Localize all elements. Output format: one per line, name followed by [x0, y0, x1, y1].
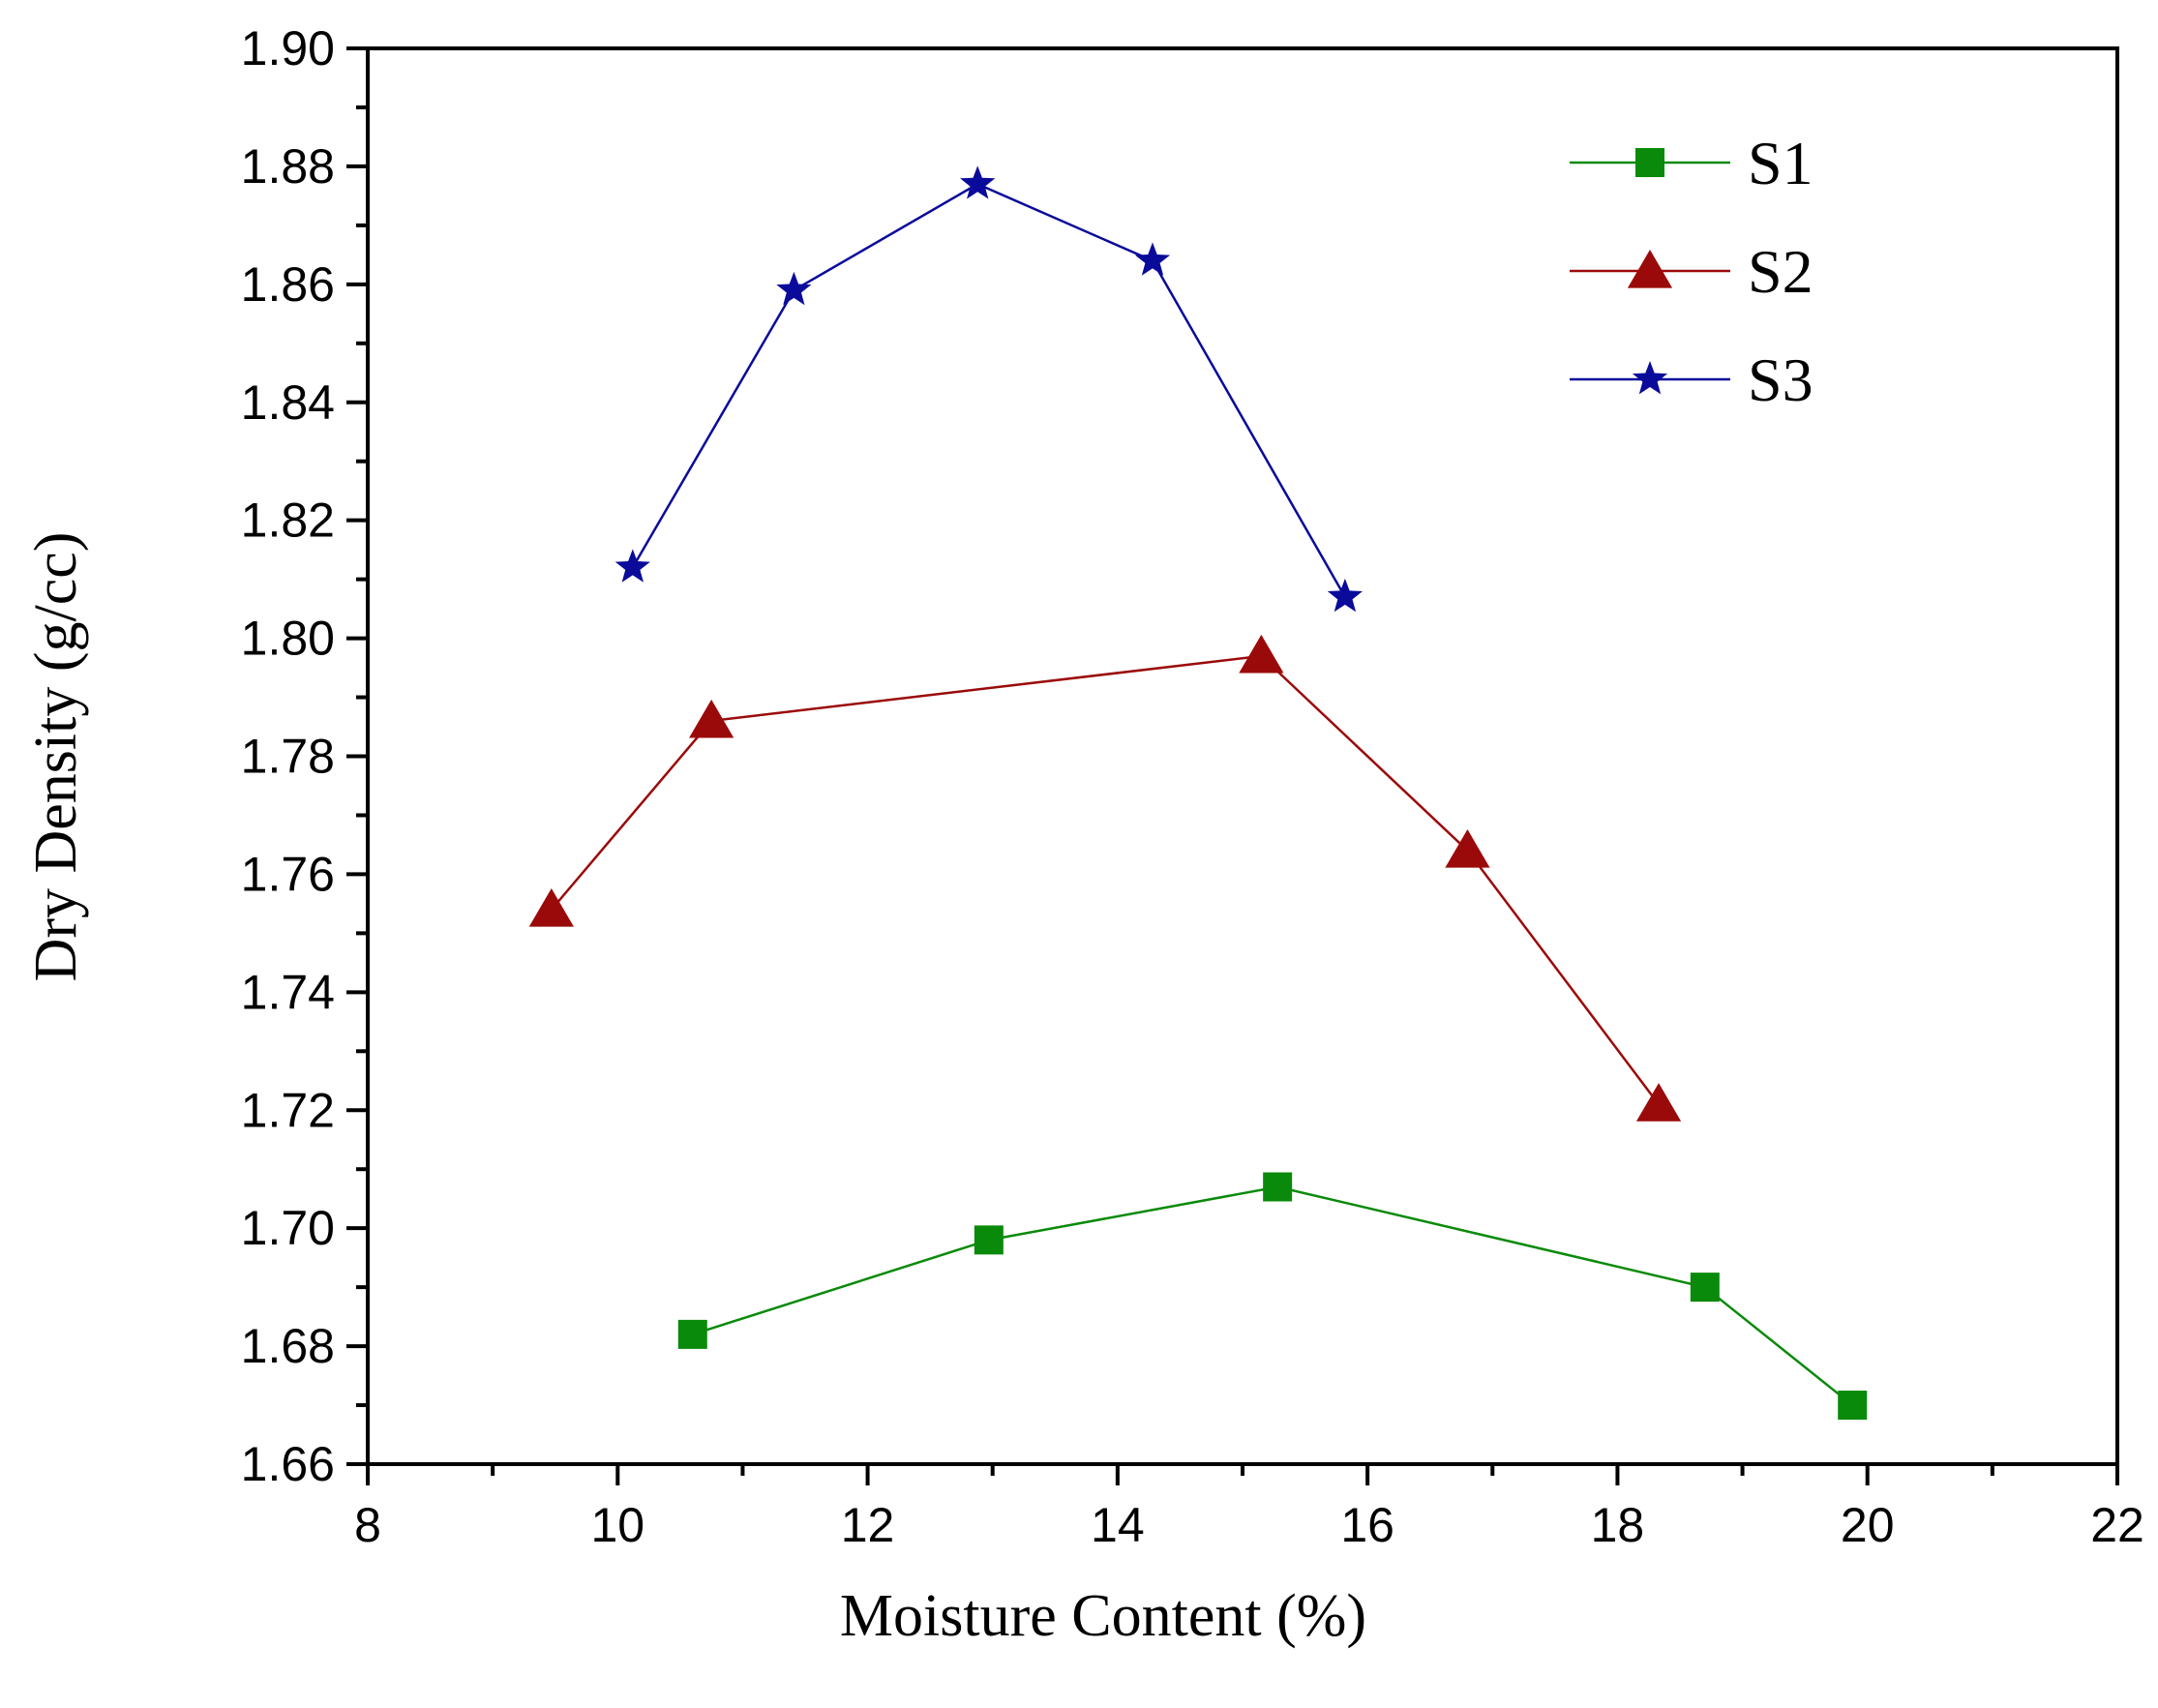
- data-point-s2: [689, 699, 734, 738]
- x-axis-ticks: 8 10 12 14 16 18 20 22: [354, 1464, 2144, 1552]
- data-point-s3: [614, 549, 650, 583]
- data-point-s3: [960, 165, 996, 199]
- legend-item-s1: S1: [1570, 129, 1813, 197]
- legend-label: S1: [1748, 129, 1813, 197]
- data-point-s1: [1838, 1391, 1868, 1421]
- x-tick-label: 18: [1591, 1498, 1645, 1552]
- series-line-s3: [631, 182, 1346, 598]
- data-point-s1: [1263, 1172, 1293, 1202]
- data-point-s2: [1239, 634, 1284, 674]
- legend-label: S2: [1748, 237, 1813, 306]
- series-s1: [677, 1172, 1868, 1421]
- series-s3: [614, 165, 1363, 613]
- legend-item-s3: S3: [1570, 345, 1813, 414]
- x-tick-label: 14: [1091, 1498, 1145, 1552]
- x-tick-label: 22: [2090, 1498, 2144, 1552]
- y-tick-label: 1.90: [241, 21, 335, 75]
- y-tick-label: 1.74: [241, 965, 335, 1019]
- y-tick-label: 1.66: [241, 1437, 335, 1491]
- legend-marker-s3: [1632, 361, 1668, 395]
- y-tick-label: 1.76: [241, 847, 335, 901]
- x-tick-label: 16: [1340, 1498, 1394, 1552]
- y-tick-label: 1.86: [241, 257, 335, 312]
- data-point-s2: [528, 887, 574, 927]
- legend-label: S3: [1748, 345, 1813, 414]
- y-tick-label: 1.68: [241, 1319, 335, 1373]
- data-point-s1: [677, 1319, 707, 1349]
- x-tick-label: 20: [1841, 1498, 1895, 1552]
- legend-item-s2: S2: [1570, 237, 1813, 306]
- y-tick-label: 1.80: [241, 612, 335, 666]
- data-point-s3: [1134, 242, 1171, 276]
- data-point-s2: [1635, 1083, 1682, 1122]
- legend: S1 S2 S3: [1570, 129, 1813, 414]
- data-point-s2: [1445, 829, 1490, 868]
- series-line-s1: [692, 1185, 1853, 1406]
- series-s2: [528, 634, 1682, 1122]
- y-tick-label: 1.72: [241, 1083, 335, 1137]
- x-tick-label: 8: [354, 1498, 381, 1552]
- legend-marker-s1: [1635, 148, 1664, 177]
- data-point-s3: [776, 271, 812, 306]
- y-tick-label: 1.70: [241, 1201, 335, 1255]
- data-point-s1: [1690, 1273, 1720, 1303]
- y-axis-title: Dry Density (g/cc): [23, 532, 89, 982]
- data-point-s1: [974, 1225, 1004, 1255]
- y-tick-label: 1.88: [241, 139, 335, 194]
- y-tick-label: 1.84: [241, 375, 335, 430]
- legend-marker-s2: [1627, 250, 1673, 288]
- x-tick-label: 10: [590, 1498, 644, 1552]
- plot-frame: [366, 46, 2119, 1466]
- series-layer: [528, 165, 1868, 1421]
- x-axis-title: Moisture Content (%): [840, 1583, 1366, 1649]
- y-tick-label: 1.78: [241, 730, 335, 784]
- y-axis-ticks: 1.66 1.68 1.70 1.72 1.74 1.76 1.78 1.80 1.82 1.84…: [241, 21, 368, 1491]
- x-tick-label: 12: [841, 1498, 895, 1552]
- y-tick-label: 1.82: [241, 494, 335, 548]
- data-point-s3: [1327, 578, 1363, 613]
